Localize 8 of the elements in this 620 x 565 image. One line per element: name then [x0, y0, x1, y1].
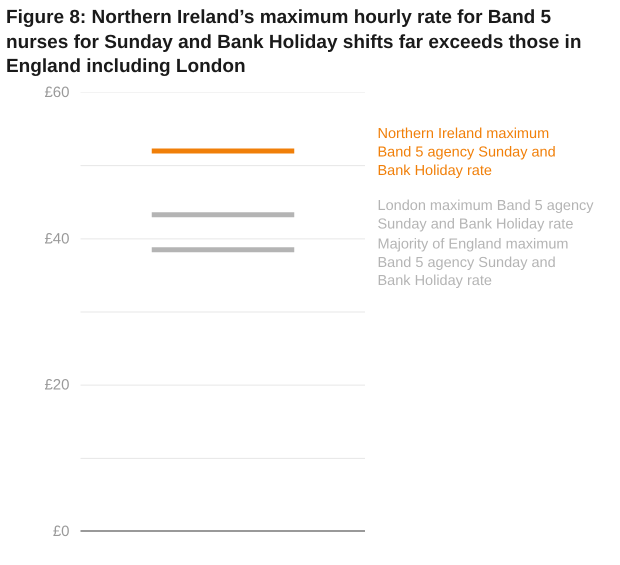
- text: Northern Ireland maximum Band 5 agency Sunday and Bank Holiday rate: [378, 126, 556, 179]
- y-tick-label: £40: [44, 230, 70, 248]
- y-tick-label: £0: [52, 523, 70, 540]
- y-tick-label: £20: [44, 376, 70, 394]
- text: Majority of England maximum Band 5 agency Sunday and Bank Holiday rate: [378, 236, 568, 290]
- chart-title: Figure 8: Northern Ireland’s maximum hourly rate for Band 5 nurses for Sunday and Bank Holiday shifts far exceeds those in England including London: [6, 6, 582, 80]
- y-tick-label: £60: [44, 84, 70, 102]
- text: London maximum Band 5 agency Sunday and Bank Holiday rate: [378, 198, 594, 232]
